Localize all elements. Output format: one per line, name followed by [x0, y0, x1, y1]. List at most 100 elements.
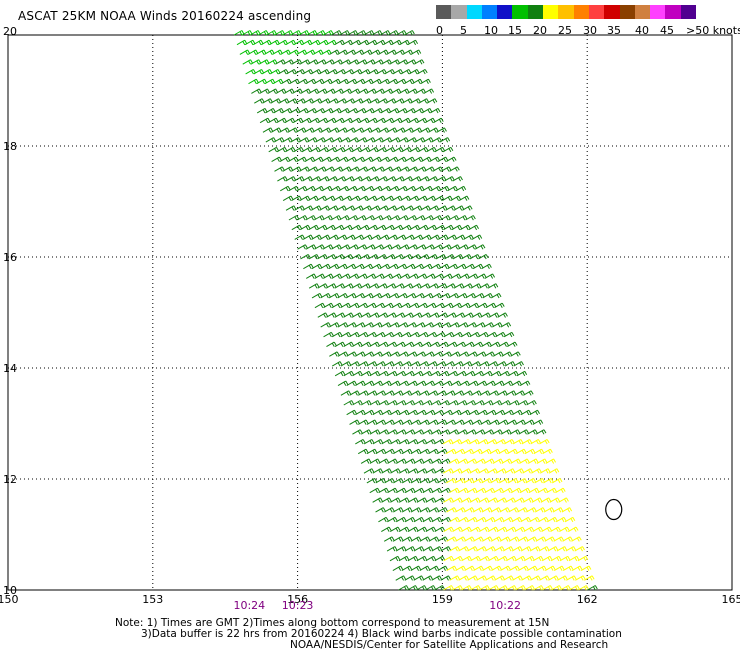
wind-barb [306, 274, 316, 279]
wind-barb [308, 196, 318, 201]
x-tick-label: 165 [722, 593, 740, 606]
wind-barb [366, 303, 376, 308]
wind-barb [504, 410, 514, 415]
wind-barb [323, 303, 333, 308]
wind-barb [553, 508, 563, 513]
wind-barb [527, 566, 537, 571]
wind-barb [449, 323, 459, 328]
wind-barb [494, 488, 504, 493]
wind-barb [414, 430, 424, 435]
wind-barb [438, 235, 448, 240]
wind-barb [561, 586, 571, 591]
wind-barb [322, 186, 332, 191]
wind-barb [484, 459, 494, 464]
wind-barb [444, 498, 454, 503]
wind-barb [330, 157, 340, 162]
wind-barb [411, 420, 421, 425]
wind-barb [335, 342, 345, 347]
wind-barb [300, 225, 310, 230]
wind-barb [393, 420, 403, 425]
wind-barb [340, 245, 350, 250]
wind-barb [396, 459, 406, 464]
wind-barb [399, 469, 409, 474]
wind-barb [424, 352, 434, 357]
wind-barb [547, 488, 557, 493]
wind-barb [467, 323, 477, 328]
wind-barb [540, 469, 550, 474]
wind-barb [478, 439, 488, 444]
wind-barb [363, 157, 373, 162]
wind-barb [400, 196, 410, 201]
wind-barb [449, 430, 459, 435]
wind-barb [373, 498, 383, 503]
wind-barb [430, 235, 440, 240]
wind-barb [303, 264, 313, 269]
wind-barb [280, 157, 290, 162]
wind-barb [405, 517, 415, 522]
wind-barb [401, 332, 411, 337]
wind-barb [486, 410, 496, 415]
wind-barb [481, 313, 491, 318]
wind-barb [578, 556, 588, 561]
wind-barb [384, 508, 394, 513]
wind-barb [548, 576, 558, 581]
time-label: 10:22 [489, 599, 521, 612]
wind-barb [549, 469, 559, 474]
wind-barb [399, 439, 409, 444]
wind-barb [390, 469, 400, 474]
wind-barb [345, 206, 355, 211]
wind-barb [481, 342, 491, 347]
wind-barb [481, 420, 491, 425]
wind-barb [360, 147, 370, 152]
wind-barb [514, 498, 524, 503]
wind-barb [429, 537, 439, 542]
wind-barb [455, 313, 465, 318]
wind-barb [431, 293, 441, 298]
wind-barb [459, 274, 469, 279]
wind-barb [479, 498, 489, 503]
wind-barb [572, 566, 582, 571]
wind-barb [544, 508, 554, 513]
wind-barb [395, 342, 405, 347]
wind-barb [364, 323, 374, 328]
wind-barb [360, 284, 370, 289]
wind-barb [455, 508, 465, 513]
wind-barb [483, 401, 493, 406]
wind-barb [517, 478, 527, 483]
wind-barb [308, 167, 318, 172]
wind-barb [543, 449, 553, 454]
wind-barb [461, 439, 471, 444]
wind-barb [324, 332, 334, 337]
wind-barb [414, 459, 424, 464]
wind-barb [295, 235, 305, 240]
wind-barb [469, 303, 479, 308]
wind-barb [532, 498, 542, 503]
wind-barb [438, 566, 448, 571]
wind-barb [417, 586, 427, 591]
wind-barb [434, 410, 444, 415]
wind-barb [433, 352, 443, 357]
wind-barb [535, 508, 545, 513]
wind-barb [398, 352, 408, 357]
wind-barb [333, 167, 343, 172]
wind-barb [471, 556, 481, 561]
wind-barb [439, 264, 449, 269]
wind-barb [406, 186, 416, 191]
wind-barb [425, 439, 435, 444]
wind-barb [400, 303, 410, 308]
wind-barb [517, 371, 527, 376]
wind-barb [450, 547, 460, 552]
wind-barb [355, 410, 365, 415]
wind-barb [456, 264, 466, 269]
wind-barb [527, 537, 537, 542]
wind-barb [448, 186, 458, 191]
wind-barb [526, 508, 536, 513]
wind-barb [358, 391, 368, 396]
wind-barb [408, 469, 418, 474]
wind-barb [404, 235, 414, 240]
wind-barb [388, 264, 398, 269]
wind-barb [450, 576, 460, 581]
wind-barb [421, 342, 431, 347]
wind-barb [346, 323, 356, 328]
wind-barb [358, 167, 368, 172]
